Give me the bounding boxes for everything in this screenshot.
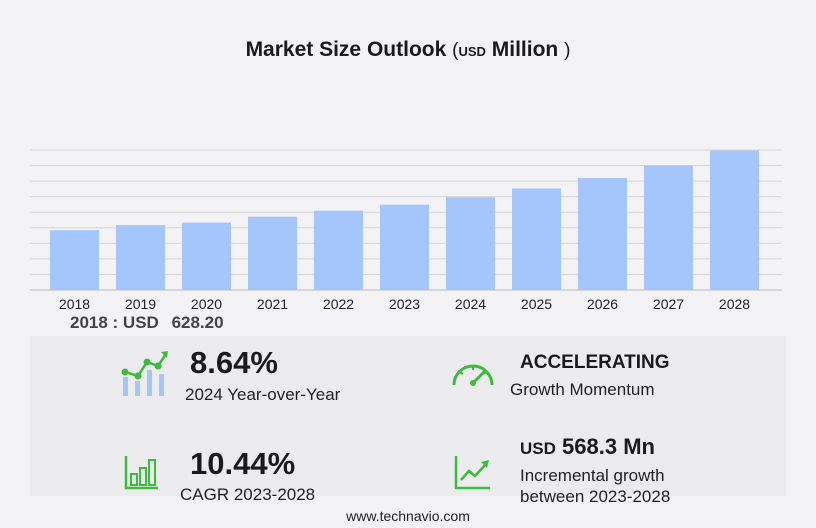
cagr-label-wrap: CAGR 2023-2028 (180, 484, 315, 505)
bar-2022 (314, 210, 363, 290)
bar-chart-icon (124, 454, 160, 495)
title-currency: USD (458, 44, 486, 59)
bar-2024 (446, 197, 495, 290)
footer-url: www.technavio.com (346, 508, 470, 524)
bar-2027 (644, 165, 693, 290)
yoy-value: 8.64% (190, 345, 278, 380)
x-tick-label-2023: 2023 (389, 296, 420, 312)
x-tick-label-2025: 2025 (521, 296, 552, 312)
x-tick-label-2022: 2022 (323, 296, 354, 312)
base-year-text: 2018 : USD (70, 313, 159, 332)
momentum-stat: ACCELERATING (520, 352, 670, 374)
bar-2028 (710, 150, 759, 290)
x-tick-label-2019: 2019 (125, 296, 156, 312)
title-unit: Million (491, 38, 559, 61)
yoy-label-wrap: 2024 Year-over-Year (185, 384, 340, 405)
speedometer-icon (450, 358, 496, 393)
growth-chart-icon (120, 350, 170, 401)
title-paren-close: ) (564, 40, 571, 61)
momentum-value: ACCELERATING (520, 352, 670, 373)
bar-2019 (116, 225, 165, 290)
chart-title: Market Size Outlook (USD Million ) (0, 38, 816, 62)
cagr-value: 10.44% (190, 446, 296, 481)
base-year-label: 2018 : USD 628.20 (70, 313, 224, 333)
x-tick-label-2020: 2020 (191, 296, 222, 312)
incremental-value: 568.3 Mn (562, 434, 655, 459)
bar-2023 (380, 204, 429, 290)
incremental-label-line2: between 2023-2028 (520, 487, 671, 506)
title-main: Market Size Outlook (245, 38, 447, 61)
cagr-stat: 10.44% (190, 446, 295, 482)
momentum-label-wrap: Growth Momentum (510, 379, 655, 400)
yoy-stat: 8.64% (190, 345, 278, 381)
bar-2018 (50, 230, 99, 290)
cagr-label: CAGR 2023-2028 (180, 485, 316, 504)
bar-2026 (578, 178, 627, 290)
x-tick-label-2021: 2021 (257, 296, 288, 312)
momentum-label: Growth Momentum (510, 380, 655, 399)
incremental-stat: USD 568.3 Mn (520, 434, 655, 460)
bar-2021 (248, 216, 297, 290)
yoy-label: 2024 Year-over-Year (185, 385, 341, 404)
incremental-label-wrap: Incremental growth between 2023-2028 (520, 465, 670, 507)
bar-chart: 2018 2019 2020 2021 2022 2023 2024 2025 2026 2027… (30, 149, 782, 312)
bar-2020 (182, 222, 231, 290)
x-tick-label-2026: 2026 (587, 296, 618, 312)
bar-2025 (512, 188, 561, 290)
x-tick-label-2018: 2018 (59, 296, 90, 312)
base-year-value: 628.20 (171, 313, 224, 332)
x-tick-label-2027: 2027 (653, 296, 684, 312)
x-tick-label-2028: 2028 (719, 296, 750, 312)
incremental-label-line1: Incremental growth (520, 466, 665, 485)
incremental-currency: USD (520, 439, 556, 458)
x-tick-label-2024: 2024 (455, 296, 486, 312)
trend-up-icon (454, 454, 492, 495)
title-paren-open: ( (452, 40, 459, 61)
